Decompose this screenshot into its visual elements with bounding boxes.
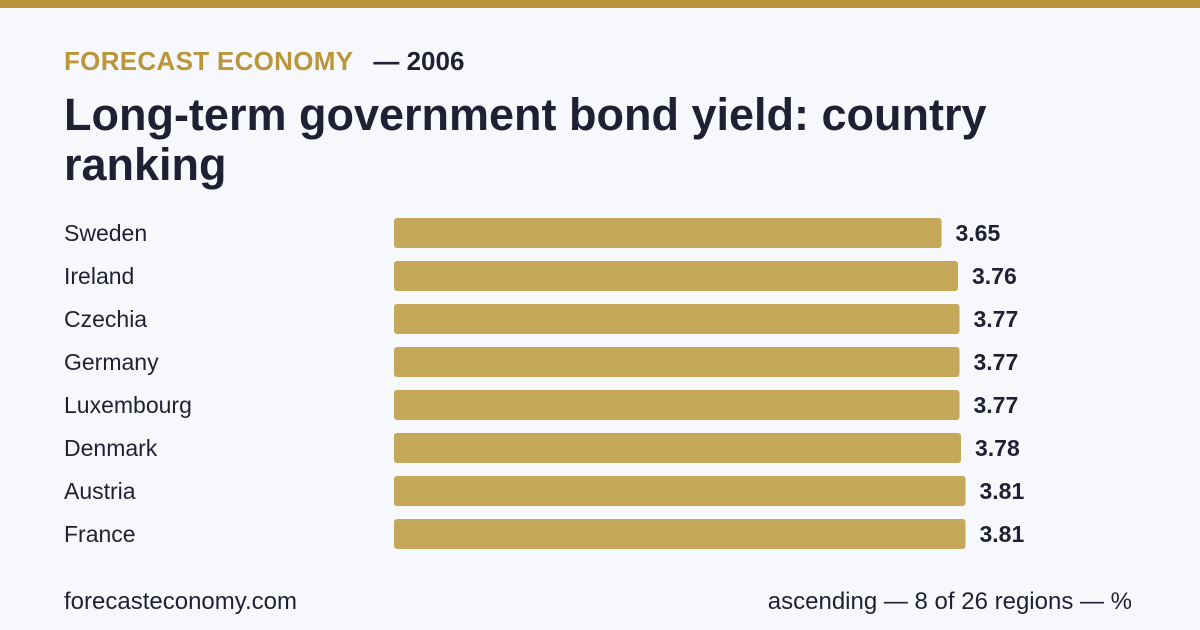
category-label: France (64, 521, 136, 547)
category-label: Luxembourg (64, 392, 192, 418)
top-accent-bar (0, 0, 1200, 8)
value-label: 3.65 (956, 220, 1001, 246)
kicker: FORECAST ECONOMY — 2006 (64, 44, 464, 78)
bar-sweden (394, 218, 942, 248)
bar-ireland (394, 261, 958, 291)
value-label: 3.81 (980, 521, 1025, 547)
value-label: 3.81 (980, 478, 1025, 504)
value-label: 3.76 (972, 263, 1017, 289)
bar-denmark (394, 433, 961, 463)
bar-luxembourg (394, 390, 960, 420)
value-label: 3.77 (974, 392, 1019, 418)
source-footer: forecasteconomy.com (64, 588, 297, 615)
category-label: Ireland (64, 263, 134, 289)
brand-name: FORECAST ECONOMY (64, 45, 354, 76)
year-label: — 2006 (373, 45, 465, 76)
bar-austria (394, 476, 966, 506)
chart-title: Long-term government bond yield: country… (64, 89, 987, 190)
value-label: 3.77 (974, 306, 1019, 332)
bar-france (394, 519, 966, 549)
bar-czechia (394, 304, 960, 334)
bar-chart: Sweden 3.65 Ireland 3.76 Czechia 3.77 Germany 3… (64, 218, 1025, 549)
category-label: Austria (64, 478, 136, 504)
value-label: 3.78 (975, 435, 1020, 461)
category-label: Sweden (64, 220, 147, 246)
category-label: Czechia (64, 306, 147, 332)
category-label: Germany (64, 349, 159, 375)
bar-germany (394, 347, 960, 377)
value-label: 3.77 (974, 349, 1019, 375)
category-label: Denmark (64, 435, 158, 461)
sort-note: ascending — 8 of 26 regions — % (767, 588, 1132, 615)
